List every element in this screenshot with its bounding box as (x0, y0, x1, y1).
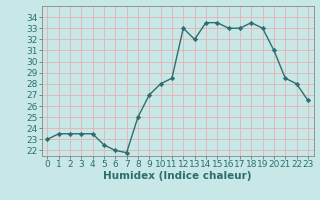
X-axis label: Humidex (Indice chaleur): Humidex (Indice chaleur) (103, 171, 252, 181)
